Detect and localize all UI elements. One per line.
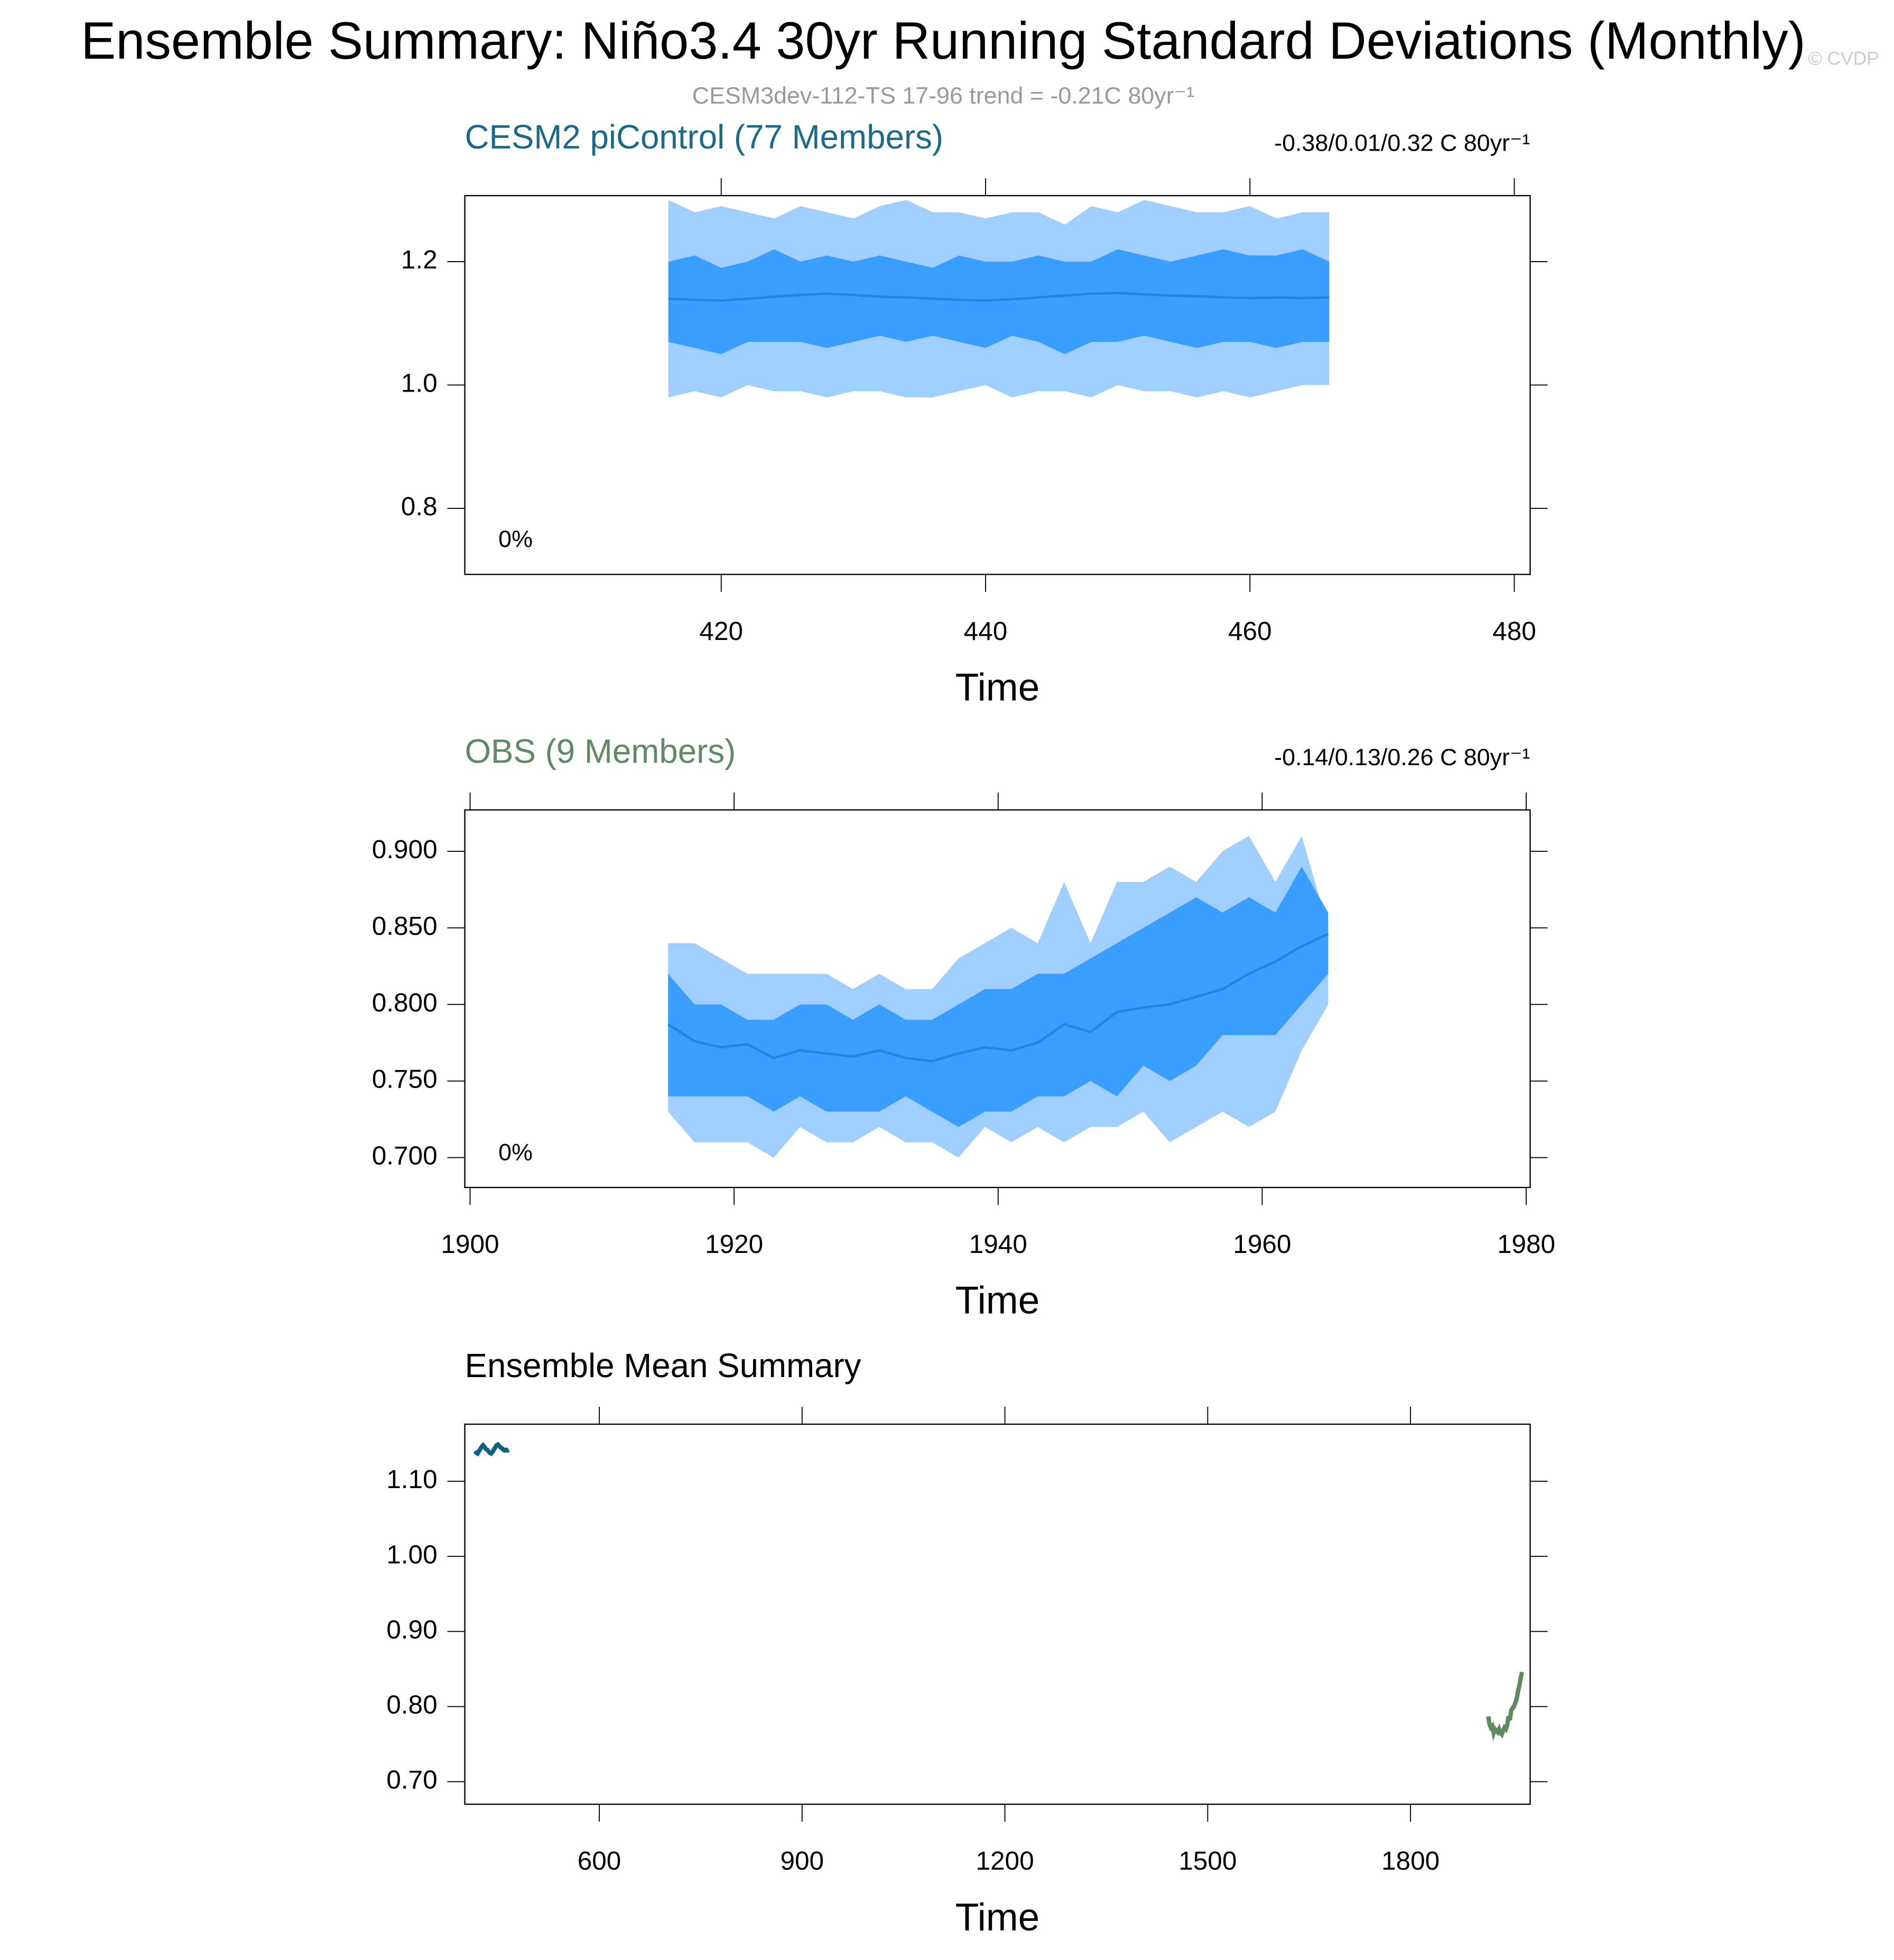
percent-label: 0%: [498, 1139, 533, 1165]
y-tick-label: 0.700: [372, 1141, 438, 1171]
x-tick-label: 1940: [969, 1230, 1027, 1259]
x-tick-label: 1960: [1233, 1230, 1291, 1259]
x-axis-label: Time: [955, 666, 1040, 709]
y-tick-label: 0.750: [372, 1065, 438, 1094]
x-tick-label: 440: [964, 617, 1008, 646]
credit: © CVDP: [1808, 49, 1879, 69]
y-tick-label: 1.10: [386, 1465, 437, 1494]
x-tick-label: 1200: [976, 1846, 1034, 1875]
x-tick-label: 480: [1492, 617, 1536, 646]
spread-band: [668, 249, 1330, 355]
plot-frame: [464, 195, 1531, 575]
mean-line: [1486, 1671, 1525, 1741]
x-tick-label: 900: [781, 1846, 824, 1875]
y-tick-label: 0.800: [372, 988, 438, 1017]
y-tick-label: 0.8: [401, 492, 438, 521]
mean-line: [667, 933, 1329, 1063]
x-tick-label: 1800: [1381, 1846, 1440, 1875]
x-tick-label: 420: [699, 617, 743, 646]
x-tick-label: 1900: [441, 1230, 499, 1259]
panel-title: OBS (9 Members): [465, 732, 736, 770]
y-tick-label: 0.850: [372, 912, 438, 941]
mean-line: [668, 292, 1330, 302]
x-tick-label: 1920: [705, 1230, 763, 1259]
chart-subtitle: CESM3dev-112-TS 17-96 trend = -0.21C 80y…: [692, 82, 1194, 109]
plot-frame: [464, 809, 1531, 1188]
panel-title: CESM2 piControl (77 Members): [465, 118, 943, 156]
chart-title: Ensemble Summary: Niño3.4 30yr Running S…: [81, 11, 1806, 70]
x-axis-label: Time: [955, 1279, 1040, 1322]
y-tick-label: 0.70: [386, 1766, 437, 1795]
y-tick-label: 0.900: [372, 835, 438, 864]
trend-annotation: -0.38/0.01/0.32 C 80yr⁻¹: [1274, 129, 1530, 156]
x-tick-label: 600: [578, 1846, 621, 1875]
percent-label: 0%: [498, 526, 533, 552]
mean-line: [473, 1442, 510, 1457]
spread-band: [668, 866, 1329, 1127]
x-axis-label: Time: [955, 1896, 1040, 1939]
y-tick-label: 0.90: [386, 1615, 437, 1644]
y-tick-label: 1.2: [401, 245, 438, 274]
x-tick-label: 1500: [1178, 1846, 1237, 1875]
x-tick-label: 460: [1228, 617, 1272, 646]
y-tick-label: 0.80: [386, 1690, 437, 1720]
panel-title: Ensemble Mean Summary: [465, 1347, 861, 1385]
y-tick-label: 1.00: [386, 1540, 437, 1569]
y-tick-label: 1.0: [401, 369, 438, 398]
trend-annotation: -0.14/0.13/0.26 C 80yr⁻¹: [1274, 744, 1530, 770]
plot-frame: [464, 1423, 1531, 1805]
x-tick-label: 1980: [1497, 1230, 1555, 1259]
